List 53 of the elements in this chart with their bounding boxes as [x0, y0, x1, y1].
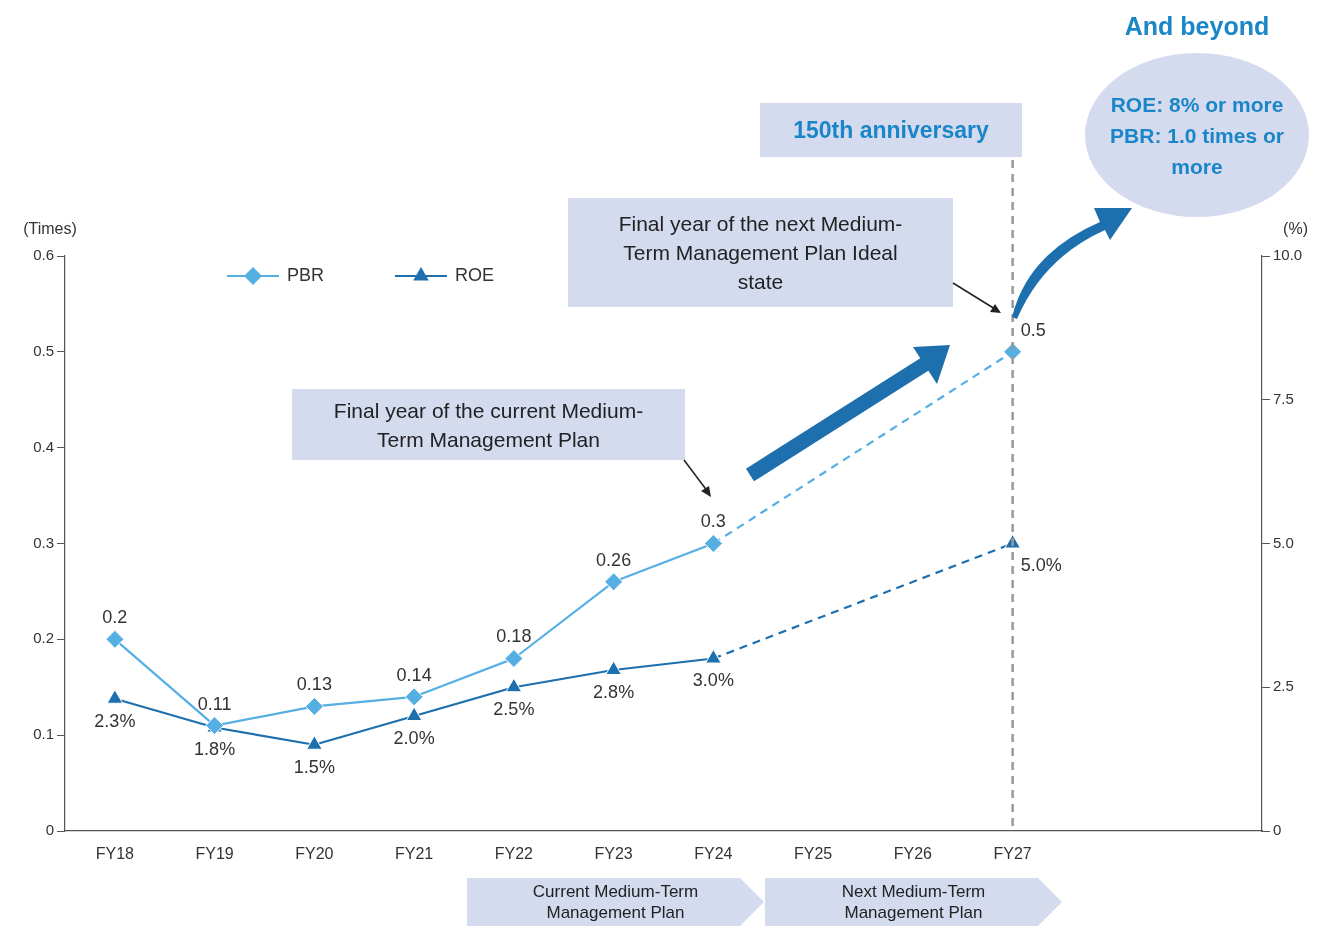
data-label: 0.13: [296, 674, 332, 695]
y-tick-label: 0.5: [33, 341, 54, 359]
y-tick-label: 0.3: [33, 533, 54, 551]
x-tick-label: FY27: [993, 845, 1032, 863]
x-tick-label: FY26: [893, 845, 933, 863]
data-label: 1.5%: [293, 756, 335, 777]
x-tick-label: FY22: [494, 845, 534, 863]
x-tick-label: FY19: [195, 845, 234, 863]
point: [304, 696, 324, 716]
y2-axis-title: (%): [1283, 220, 1308, 237]
data-label: 0.26: [596, 549, 632, 570]
data-label: 0.2: [102, 607, 128, 628]
point: [605, 660, 622, 675]
x-tick-label: FY18: [95, 845, 135, 863]
y2-tick-label: 10.0: [1273, 246, 1303, 264]
legend-label: PBR: [287, 264, 325, 285]
data-label: 0.14: [396, 664, 432, 685]
data-label: 2.0%: [393, 727, 435, 748]
y2-tick-label: 7.5: [1273, 389, 1294, 407]
data-label: 2.8%: [593, 681, 635, 702]
point: [404, 687, 424, 707]
data-label: 2.3%: [94, 710, 136, 731]
legend-label: ROE: [455, 264, 495, 285]
point: [504, 649, 524, 668]
x-tick-label: FY21: [395, 845, 434, 863]
y-tick-label: 0.6: [33, 246, 54, 264]
data-label: 0.18: [496, 626, 532, 647]
y-tick-label: 0.4: [33, 437, 54, 455]
y-tick-label: 0: [45, 821, 54, 839]
point: [106, 689, 124, 704]
y-tick-label: 0.2: [33, 629, 54, 647]
point: [505, 677, 523, 693]
y-axis-title: (Times): [23, 220, 77, 237]
data-label: 5.0%: [1020, 555, 1062, 576]
y2-tick-label: 0: [1273, 821, 1282, 839]
y-tick-label: 0.1: [33, 725, 54, 743]
x-tick-label: FY20: [295, 845, 334, 863]
point: [306, 735, 323, 750]
x-tick-label: FY25: [794, 845, 833, 863]
x-tick-label: FY23: [594, 845, 633, 863]
data-label: 0.11: [197, 693, 232, 714]
data-label: 2.5%: [493, 699, 535, 720]
point: [405, 706, 423, 721]
data-label: 3.0%: [692, 670, 734, 691]
text: And beyond: [1123, 12, 1271, 41]
data-label: 0.5: [1020, 319, 1046, 340]
x-tick-label: FY24: [694, 845, 733, 863]
data-label: 1.8%: [194, 739, 236, 760]
point: [604, 572, 624, 592]
y2-tick-label: 2.5: [1273, 677, 1294, 695]
data-label: 0.3: [700, 511, 726, 532]
y2-tick-label: 5.0: [1273, 533, 1294, 551]
point: [105, 629, 125, 649]
